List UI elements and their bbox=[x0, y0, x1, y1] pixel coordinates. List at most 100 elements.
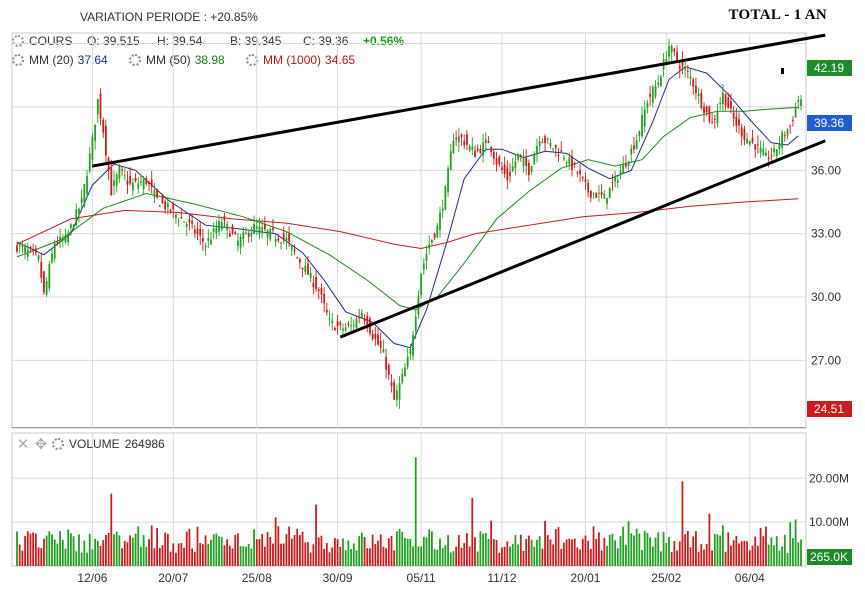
volume-bar bbox=[231, 548, 234, 566]
candle-body bbox=[778, 143, 781, 150]
candle-body bbox=[635, 140, 638, 149]
candle-body bbox=[398, 383, 401, 400]
candle-body bbox=[431, 239, 433, 243]
ma50-value: 38.98 bbox=[194, 53, 225, 67]
close-value: C: 39.36 bbox=[303, 34, 349, 48]
price-high-badge: 42.19 bbox=[814, 61, 844, 75]
candle-body bbox=[83, 183, 86, 206]
volume-bar bbox=[695, 531, 697, 566]
volume-bar bbox=[401, 531, 404, 566]
ma50-label: MM (50) bbox=[146, 53, 191, 67]
volume-bar bbox=[269, 536, 272, 566]
volume-bar bbox=[660, 551, 662, 566]
candle-body bbox=[242, 232, 245, 239]
volume-bar bbox=[298, 535, 301, 566]
volume-bar bbox=[34, 533, 37, 566]
candle-body bbox=[59, 236, 62, 243]
volume-bar bbox=[113, 534, 115, 566]
move-icon[interactable]: ✥ bbox=[34, 436, 48, 453]
volume-bar bbox=[452, 551, 455, 566]
candle-body bbox=[624, 164, 627, 167]
candle-body bbox=[546, 138, 549, 140]
volume-bar bbox=[360, 532, 363, 566]
volume-bar bbox=[670, 551, 673, 566]
ma1000-label: MM (1000) bbox=[263, 53, 322, 67]
candle-body bbox=[759, 147, 762, 153]
candle-body bbox=[371, 333, 374, 340]
candle-body bbox=[649, 93, 652, 97]
volume-bar bbox=[800, 539, 802, 566]
candle-body bbox=[606, 197, 608, 204]
volume-bar bbox=[468, 546, 471, 566]
price-tick-label: 30.00 bbox=[811, 290, 841, 304]
volume-bar bbox=[600, 550, 603, 566]
candle-body bbox=[681, 59, 684, 67]
candle-body bbox=[266, 230, 269, 237]
volume-bar bbox=[140, 546, 142, 566]
candle-body bbox=[218, 220, 220, 233]
candle-body bbox=[134, 177, 137, 181]
volume-bar bbox=[735, 535, 738, 566]
volume-bar bbox=[794, 519, 797, 566]
volume-bar bbox=[705, 543, 708, 566]
candle-body bbox=[794, 107, 797, 118]
volume-bar bbox=[56, 543, 59, 566]
volume-bar bbox=[646, 533, 649, 566]
candle-body bbox=[331, 320, 334, 323]
volume-bar bbox=[161, 545, 164, 566]
volume-bar bbox=[102, 540, 105, 566]
candle-body bbox=[180, 217, 183, 219]
volume-bar bbox=[455, 546, 458, 566]
volume-bar bbox=[272, 543, 274, 566]
volume-header: ✕ ✥ VOLUME 264986 bbox=[16, 437, 165, 452]
volume-bar bbox=[619, 535, 622, 566]
candle-body bbox=[207, 238, 210, 241]
candle-body bbox=[204, 245, 207, 248]
candle-body bbox=[96, 99, 99, 115]
volume-bar bbox=[686, 531, 689, 566]
volume-bar bbox=[665, 542, 668, 566]
volume-bar bbox=[366, 548, 369, 566]
volume-bar bbox=[651, 546, 654, 566]
ma20-settings-gear-icon[interactable] bbox=[12, 54, 24, 66]
candle-body bbox=[374, 333, 377, 339]
candle-body bbox=[80, 197, 83, 203]
ma50-settings-gear-icon[interactable] bbox=[129, 54, 142, 66]
candle-body bbox=[603, 193, 606, 199]
low-value: B: 39.345 bbox=[230, 34, 282, 48]
volume-bar bbox=[525, 539, 528, 566]
volume-settings-gear-icon[interactable] bbox=[52, 438, 64, 450]
volume-bar bbox=[643, 530, 646, 566]
candle-body bbox=[670, 45, 673, 53]
candle-body bbox=[255, 226, 258, 229]
volume-bar bbox=[169, 551, 172, 566]
volume-bar bbox=[304, 542, 307, 566]
volume-bar bbox=[228, 545, 231, 566]
candle-body bbox=[705, 106, 708, 113]
volume-bar bbox=[514, 535, 517, 566]
candle-body bbox=[24, 246, 26, 253]
volume-bar bbox=[99, 545, 102, 566]
close-icon[interactable]: ✕ bbox=[16, 436, 30, 453]
candle-body bbox=[708, 106, 711, 122]
volume-bar bbox=[649, 537, 652, 566]
candle-body bbox=[56, 241, 59, 244]
volume-bar bbox=[603, 537, 606, 566]
volume-bars-layer bbox=[16, 457, 802, 566]
candle-body bbox=[565, 162, 568, 164]
volume-bar bbox=[363, 537, 366, 566]
candle-body bbox=[34, 248, 37, 253]
candle-body bbox=[457, 136, 460, 143]
candle-body bbox=[428, 244, 431, 249]
volume-bar bbox=[751, 545, 754, 566]
candle-body bbox=[490, 146, 493, 152]
candle-body bbox=[738, 119, 740, 126]
volume-bar bbox=[250, 548, 253, 566]
grid-layer bbox=[11, 32, 807, 567]
volume-bar bbox=[164, 532, 167, 566]
volume-bar bbox=[156, 528, 158, 566]
volume-bar bbox=[118, 535, 121, 566]
candle-body bbox=[282, 233, 285, 240]
candle-body bbox=[404, 367, 406, 377]
